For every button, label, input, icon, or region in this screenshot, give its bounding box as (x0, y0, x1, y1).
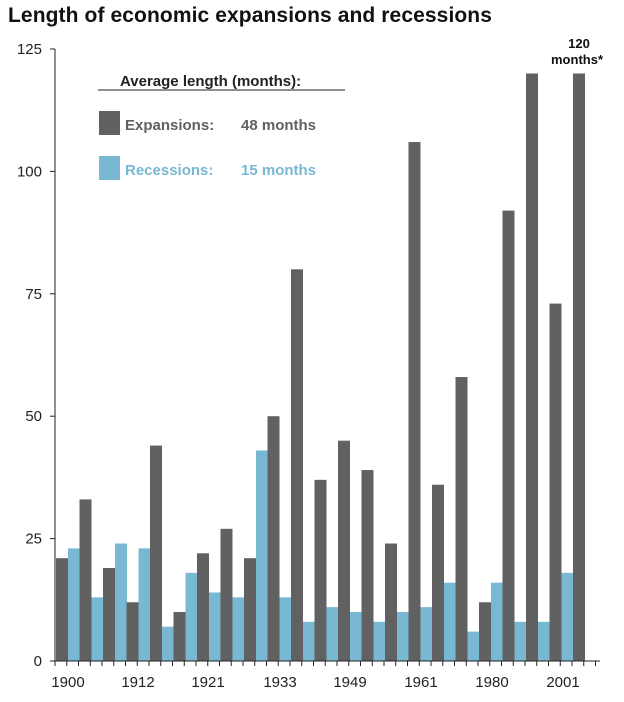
expansion-bar (455, 377, 468, 661)
recession-bar (491, 582, 503, 661)
x-tick-labels: 1900 1912 1921 1933 1949 1961 1980 2001 (51, 674, 579, 691)
legend-value-expansions: 48 months (241, 117, 316, 134)
expansion-bar (79, 499, 92, 661)
expansion-bar (432, 484, 444, 661)
expansion-bar (338, 440, 350, 661)
annotation-120-months: 120 months* (551, 36, 604, 67)
expansion-bar (126, 602, 139, 661)
expansion-bar (267, 416, 280, 661)
y-tick-label: 50 (25, 408, 42, 425)
y-tick-label: 0 (34, 653, 42, 670)
legend-label-expansions: Expansions: (125, 117, 214, 134)
recession-bar (232, 597, 245, 661)
expansion-bar (173, 612, 186, 661)
y-tick-labels: 0 25 50 75 100 125 (17, 41, 42, 670)
expansion-bar (479, 602, 491, 661)
bars-group (56, 73, 585, 662)
x-tick-label: 1921 (191, 674, 224, 691)
expansion-bar (150, 445, 162, 661)
recession-bar (420, 607, 433, 661)
recession-bar (397, 612, 409, 661)
expansion-bar (103, 567, 115, 661)
recession-bar (162, 626, 174, 661)
recession-bar (350, 612, 362, 661)
expansion-bar (314, 479, 327, 661)
expansion-bar (361, 470, 374, 661)
recession-bar (514, 621, 527, 661)
y-tick-label: 100 (17, 163, 42, 180)
x-tick-label: 1900 (51, 674, 84, 691)
expansion-bar (197, 553, 209, 661)
expansion-bar (291, 269, 303, 661)
recession-bar (115, 543, 127, 661)
expansion-bar (502, 210, 515, 661)
y-tick-label: 25 (25, 531, 42, 548)
axes-group (50, 48, 600, 666)
recession-bar (68, 548, 80, 661)
recession-bar (373, 621, 386, 661)
expansion-bar (549, 303, 562, 661)
recession-bar (91, 597, 104, 661)
x-tick-label: 1949 (333, 674, 366, 691)
legend-title: Average length (months): (120, 73, 301, 90)
x-tick-label: 1912 (121, 674, 154, 691)
legend: Average length (months): Expansions: 48 … (98, 73, 345, 180)
recession-bar (209, 592, 221, 661)
x-tick-label: 1933 (263, 674, 296, 691)
annotation-line-1: 120 (568, 36, 590, 51)
chart-title: Length of economic expansions and recess… (8, 4, 493, 27)
expansion-bar (526, 73, 538, 662)
y-tick-label: 125 (17, 41, 42, 58)
expansion-bar (385, 543, 397, 661)
recession-bar (303, 621, 315, 661)
expansion-bar (573, 73, 585, 662)
recession-bar (538, 621, 550, 661)
recession-bar (138, 548, 151, 661)
x-tick-label: 1961 (404, 674, 437, 691)
legend-swatch-recessions (99, 156, 120, 180)
x-tick-label: 2001 (546, 674, 579, 691)
legend-swatch-expansions (99, 111, 120, 135)
x-tick-label: 1980 (475, 674, 508, 691)
legend-label-recessions: Recessions: (125, 162, 213, 179)
recession-bar (444, 582, 456, 661)
legend-value-recessions: 15 months (241, 162, 316, 179)
recession-bar (467, 631, 480, 661)
expansion-bar (56, 558, 68, 661)
expansion-bar (220, 528, 233, 661)
y-tick-label: 75 (25, 286, 42, 303)
recession-bar (326, 607, 339, 661)
expansion-bar (244, 558, 256, 661)
recession-bar (561, 572, 574, 661)
recession-bar (256, 450, 268, 661)
expansion-bar (408, 142, 421, 662)
annotation-line-2: months* (551, 52, 604, 67)
recession-bar (279, 597, 292, 661)
recession-bar (185, 572, 198, 661)
